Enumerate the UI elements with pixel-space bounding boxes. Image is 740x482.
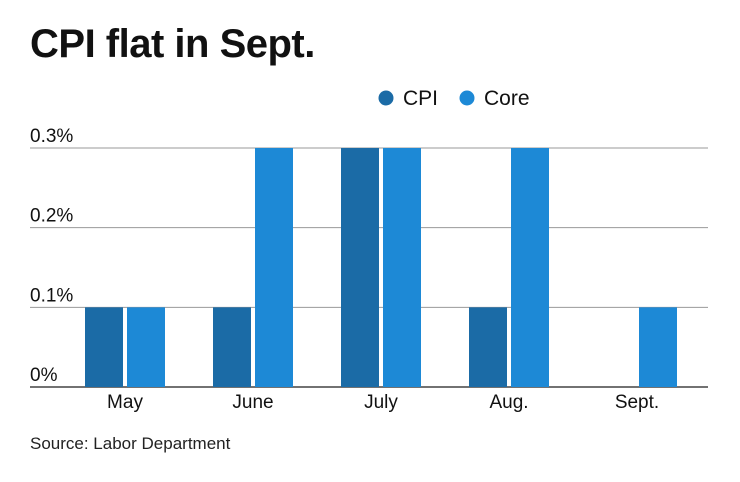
bar-core-4 [639,307,677,387]
bar-core-2 [383,148,421,387]
y-tick-label: 0.1% [30,285,73,306]
legend-label-cpi: CPI [403,87,438,110]
bar-core-1 [255,148,293,387]
x-tick-label: Aug. [489,392,528,413]
x-axis-ticks: May June July Aug. Sept. [107,392,659,413]
x-tick-label: Sept. [615,392,659,413]
legend-marker-core [459,90,475,106]
bar-cpi-2 [341,148,379,387]
bar-cpi-0 [85,307,123,387]
bar-core-0 [127,307,165,387]
legend-label-core: Core [484,87,530,110]
legend: CPI Core [378,87,530,110]
source-note: Source: Labor Department [30,434,231,453]
y-axis-ticks: 0% 0.1% 0.2% 0.3% [30,126,73,386]
x-tick-label: May [107,392,143,413]
y-tick-label: 0.3% [30,126,73,147]
legend-marker-cpi [378,90,394,106]
chart-title: CPI flat in Sept. [30,22,315,66]
bars [85,148,677,387]
y-tick-label: 0% [30,365,58,386]
x-tick-label: June [232,392,273,413]
bar-cpi-3 [469,307,507,387]
y-tick-label: 0.2% [30,206,73,227]
bar-cpi-1 [213,307,251,387]
bar-core-3 [511,148,549,387]
x-tick-label: July [364,392,398,413]
